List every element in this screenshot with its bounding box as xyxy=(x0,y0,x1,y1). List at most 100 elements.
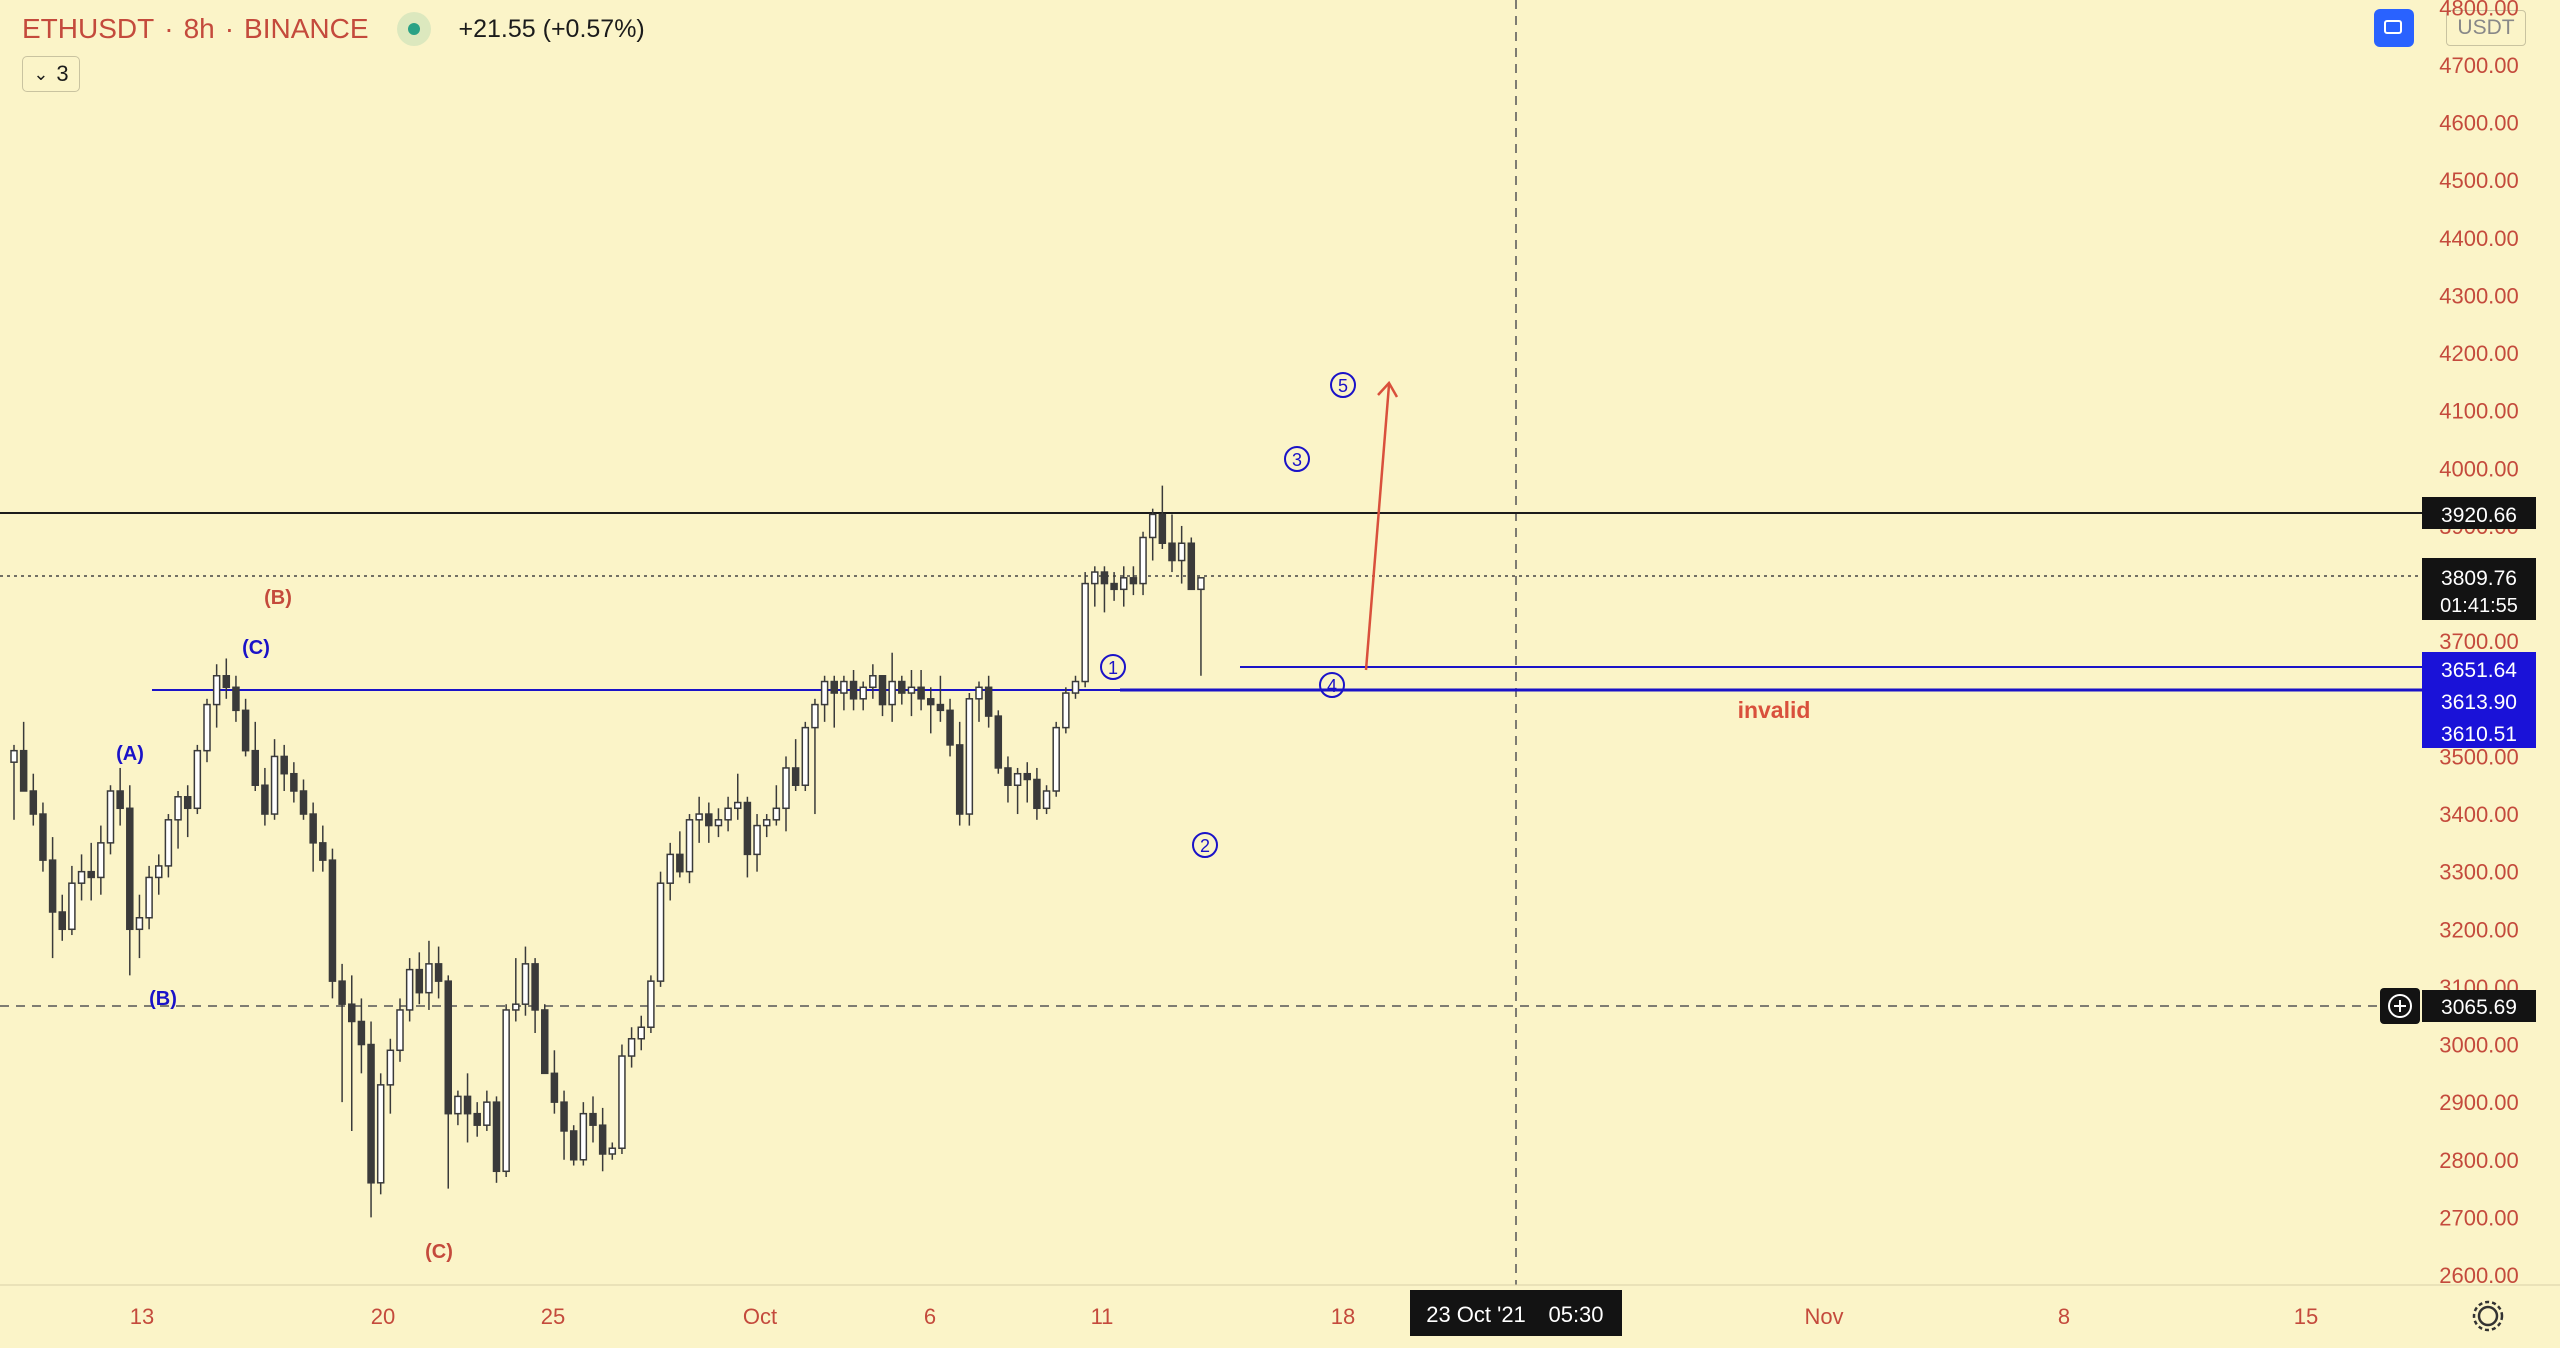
candle xyxy=(859,681,867,711)
wave-3-label: 3 xyxy=(1292,450,1302,470)
candle xyxy=(1013,767,1022,815)
candle xyxy=(502,1004,510,1178)
candle xyxy=(907,670,916,717)
resistance-price-text: 3920.66 xyxy=(2441,504,2517,527)
wave-1-marker: 1 xyxy=(1100,654,1126,680)
candle xyxy=(1187,537,1196,591)
candle xyxy=(19,721,28,792)
market-status-icon xyxy=(396,12,431,46)
candle xyxy=(608,1142,617,1160)
chevron-down-icon: ⌄ xyxy=(33,64,49,84)
last-price-text: 3809.76 xyxy=(2441,567,2517,590)
price-tick-label: 3200.00 xyxy=(2439,917,2519,942)
time-axis[interactable]: 13 20 25 Oct 6 11 18 Nov 8 15 xyxy=(130,1304,2318,1329)
candle xyxy=(319,825,327,872)
candle xyxy=(569,1125,578,1166)
price-tick-label: 4800.00 xyxy=(2439,0,2519,20)
time-tick-label: Oct xyxy=(743,1304,777,1329)
candle xyxy=(10,744,18,820)
candle xyxy=(376,1073,385,1195)
candle xyxy=(869,664,877,699)
indicators-toggle-button[interactable]: ⌄ 3 xyxy=(22,56,80,92)
candle xyxy=(705,802,713,843)
candle xyxy=(782,756,790,832)
projection-arrow-head xyxy=(1377,380,1399,398)
price-tick-label: 3000.00 xyxy=(2439,1033,2519,1058)
price-tick-label: 2900.00 xyxy=(2439,1090,2519,1115)
interval-label[interactable]: 8h xyxy=(183,13,215,44)
price-change: +21.55 (+0.57%) xyxy=(458,14,645,43)
candle xyxy=(734,773,742,820)
candle xyxy=(618,1044,626,1154)
wave-label-blue-c: (C) xyxy=(242,637,270,659)
candle xyxy=(174,791,182,849)
candle xyxy=(155,854,163,895)
candles-group xyxy=(10,485,1205,1218)
candle xyxy=(1129,566,1138,596)
candle xyxy=(1110,572,1118,601)
time-tick-label: 20 xyxy=(371,1304,395,1329)
price-tick-label: 3700.00 xyxy=(2439,629,2519,654)
candle xyxy=(512,958,520,1022)
wave-1-label: 1 xyxy=(1108,658,1118,678)
candle xyxy=(724,796,732,832)
candle xyxy=(1148,508,1157,561)
candle xyxy=(676,831,684,878)
candle xyxy=(820,675,829,722)
candle xyxy=(357,998,366,1074)
plus-icon[interactable] xyxy=(2388,994,2412,1018)
price-tick-label: 4400.00 xyxy=(2439,226,2519,251)
price-tick-label: 2600.00 xyxy=(2439,1263,2519,1288)
crosshair-price-text: 3065.69 xyxy=(2441,996,2517,1019)
price-tick-label: 4600.00 xyxy=(2439,111,2519,136)
candle xyxy=(232,675,240,722)
candle xyxy=(637,1015,645,1051)
projection-arrow-line xyxy=(1364,384,1391,671)
symbol-name[interactable]: ETHUSDT xyxy=(22,13,155,44)
candle xyxy=(212,664,221,728)
price-tick-label: 2800.00 xyxy=(2439,1148,2519,1173)
level-a-price-text: 3651.64 xyxy=(2441,659,2517,682)
candle xyxy=(994,710,1003,774)
candle xyxy=(222,658,231,699)
candle xyxy=(801,721,810,791)
candle xyxy=(145,865,153,930)
candle xyxy=(531,958,539,1033)
price-tick-label: 4500.00 xyxy=(2439,168,2519,193)
crosshair-date-text: 23 Oct '21 xyxy=(1426,1302,1526,1327)
candle xyxy=(106,785,115,855)
candle xyxy=(454,1090,462,1126)
candle xyxy=(309,802,317,872)
symbol-header[interactable]: ETHUSDT · 8h · BINANCE +21.55 (+0.57%) xyxy=(22,12,645,46)
settings-gear-icon[interactable] xyxy=(2472,1300,2504,1332)
time-tick-label: 15 xyxy=(2294,1304,2318,1329)
candle xyxy=(405,958,414,1022)
candle xyxy=(598,1107,607,1172)
candle xyxy=(1062,687,1070,734)
exchange-label: BINANCE xyxy=(244,13,369,44)
price-axis[interactable]: 4800.00 4700.00 4600.00 4500.00 4400.00 4300.… xyxy=(2439,0,2519,1288)
screen-icon[interactable] xyxy=(2374,9,2414,47)
candle xyxy=(965,693,974,826)
candle xyxy=(473,1102,481,1137)
candle xyxy=(251,721,259,791)
candle xyxy=(1158,485,1167,549)
candle xyxy=(483,1090,491,1131)
wave-5-label: 5 xyxy=(1338,376,1348,396)
candle xyxy=(984,675,993,728)
resistance-price-tag: 3920.66 xyxy=(2422,497,2536,529)
candle xyxy=(1081,572,1089,688)
price-tick-label: 4300.00 xyxy=(2439,283,2519,308)
candle xyxy=(888,652,896,722)
candle xyxy=(695,796,703,843)
crosshair-time-tag: 23 Oct '21 05:30 xyxy=(1410,1290,1622,1336)
candle xyxy=(685,814,694,884)
candle xyxy=(1168,514,1176,573)
price-tick-label: 4000.00 xyxy=(2439,456,2519,481)
candle xyxy=(589,1096,597,1143)
currency-button[interactable]: USDT xyxy=(2446,10,2526,46)
candle xyxy=(367,1021,375,1218)
time-tick-label: 11 xyxy=(1091,1304,1114,1329)
time-tick-label: 6 xyxy=(924,1304,936,1329)
